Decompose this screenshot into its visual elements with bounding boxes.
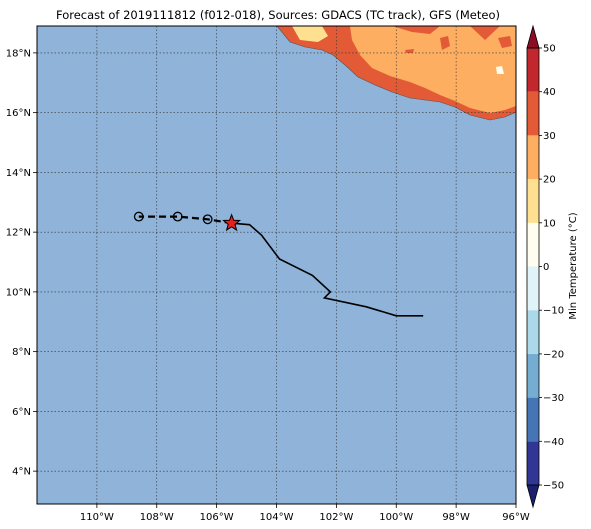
forecast-position-marker <box>172 211 183 222</box>
land-hot-patch-3 <box>405 49 414 53</box>
colorbar-band <box>527 310 539 354</box>
colorbar-band <box>527 222 539 267</box>
forecast-position-marker <box>202 214 213 225</box>
lat-tick-label: 16°N <box>6 108 31 119</box>
lon-tick-label: 108°W <box>140 512 174 523</box>
colorbar-band <box>527 48 539 92</box>
lat-tick-label: 10°N <box>6 287 31 298</box>
map-area <box>37 26 516 504</box>
colorbar-tick-label: −40 <box>543 437 564 448</box>
colorbar-band <box>527 353 539 398</box>
colorbar-extend-low <box>526 484 540 509</box>
colorbar-band <box>527 91 539 136</box>
colorbar-band <box>527 397 539 442</box>
colorbar-extend-high <box>526 24 540 49</box>
lat-tick-label: 6°N <box>12 407 31 418</box>
land-hot-patch-1 <box>440 36 450 50</box>
colorbar-band <box>527 135 539 180</box>
colorbar-tick-label: 10 <box>543 218 556 229</box>
storm-track-layer <box>133 211 424 317</box>
map-gridlines <box>37 26 516 504</box>
colorbar-label: Min Temperature (°C) <box>568 212 579 319</box>
lon-tick-label: 102°W <box>319 512 353 523</box>
lon-tick-label: 98°W <box>442 512 470 523</box>
colorbar-tick-label: 20 <box>543 175 556 186</box>
forecast-position-marker <box>133 211 144 222</box>
colorbar-tick-label: 50 <box>543 44 556 55</box>
lat-tick-label: 8°N <box>12 347 31 358</box>
lat-tick-label: 14°N <box>6 168 31 179</box>
colorbar-tick-label: −50 <box>543 481 564 492</box>
land-light-spot <box>496 66 504 74</box>
colorbar-tick-label: −30 <box>543 393 564 404</box>
colorbar-tick-label: −20 <box>543 349 564 360</box>
colorbar-tick-label: −10 <box>543 306 564 317</box>
lon-tick-label: 96°W <box>502 512 530 523</box>
colorbar-tick-label: 30 <box>543 131 556 142</box>
land-cool-patch <box>292 26 328 42</box>
lon-tick-label: 110°W <box>80 512 114 523</box>
colorbar: 50 40 30 20 10 0 −10 −20 −30 −40 −50 <box>526 24 564 509</box>
colorbar-tick-label: 0 <box>543 262 549 273</box>
lon-tick-label: 106°W <box>200 512 234 523</box>
current-position-star-icon <box>222 213 242 232</box>
figure-title: Forecast of 2019111812 (f012-018), Sourc… <box>56 8 500 22</box>
lat-tick-label: 18°N <box>6 48 31 59</box>
past-track-line <box>231 222 424 317</box>
colorbar-band <box>527 266 539 311</box>
land-mild-region <box>350 26 516 113</box>
colorbar-band <box>527 441 539 485</box>
axis-ticks: 110°W 108°W 106°W 104°W 102°W 100°W 98°W 96°W 4°… <box>6 48 530 523</box>
land-hot-patch-2 <box>498 36 512 48</box>
lon-tick-label: 104°W <box>260 512 294 523</box>
forecast-track-line <box>138 215 232 225</box>
lat-tick-label: 4°N <box>12 467 31 478</box>
colorbar-tick-label: 40 <box>543 87 556 98</box>
colorbar-band <box>527 179 539 223</box>
lon-tick-label: 100°W <box>379 512 413 523</box>
lat-tick-label: 12°N <box>6 228 31 239</box>
